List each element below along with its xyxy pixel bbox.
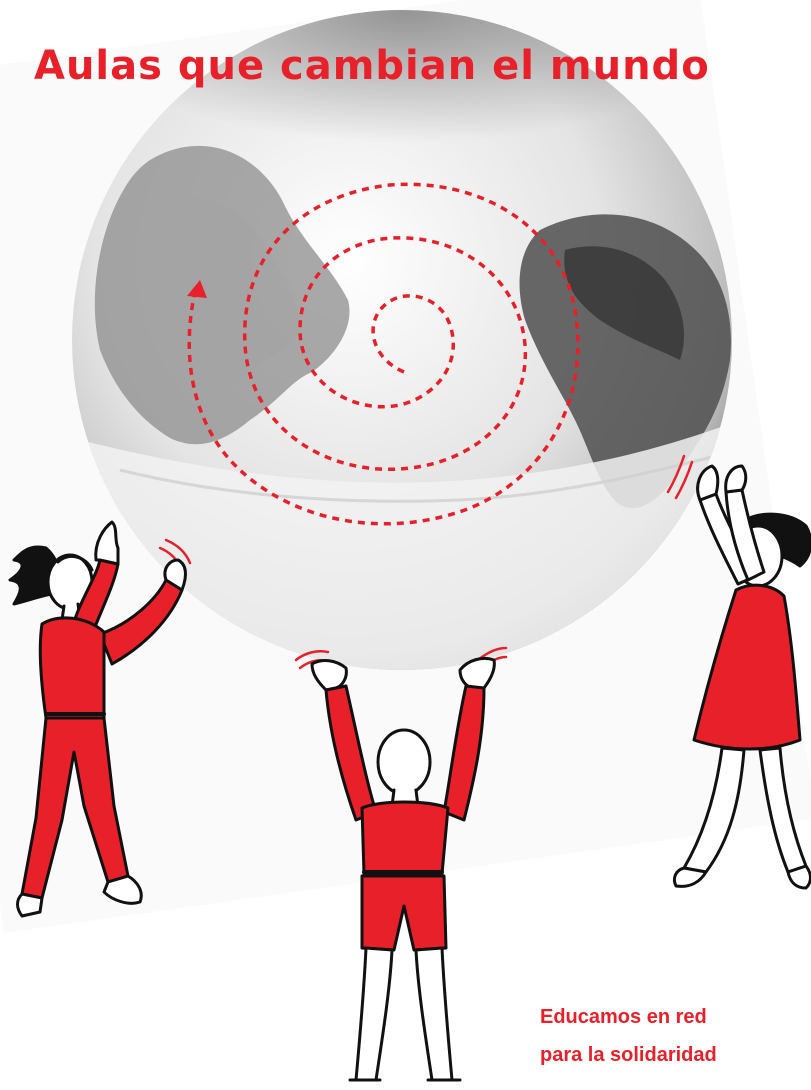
poster-title: Aulas que cambian el mundo xyxy=(34,43,710,89)
dotted-spiral-arrow-icon xyxy=(187,182,580,526)
slogan-line-2: para la solidaridad xyxy=(540,1044,717,1066)
person-center-icon xyxy=(310,656,496,1082)
spiral-arrowhead-icon xyxy=(187,280,207,298)
person-right-icon xyxy=(672,464,811,890)
person-left-icon xyxy=(8,520,187,918)
slogan: Educamos en red para la solidaridad xyxy=(540,998,811,1074)
slogan-line-1: Educamos en red xyxy=(540,1006,707,1028)
